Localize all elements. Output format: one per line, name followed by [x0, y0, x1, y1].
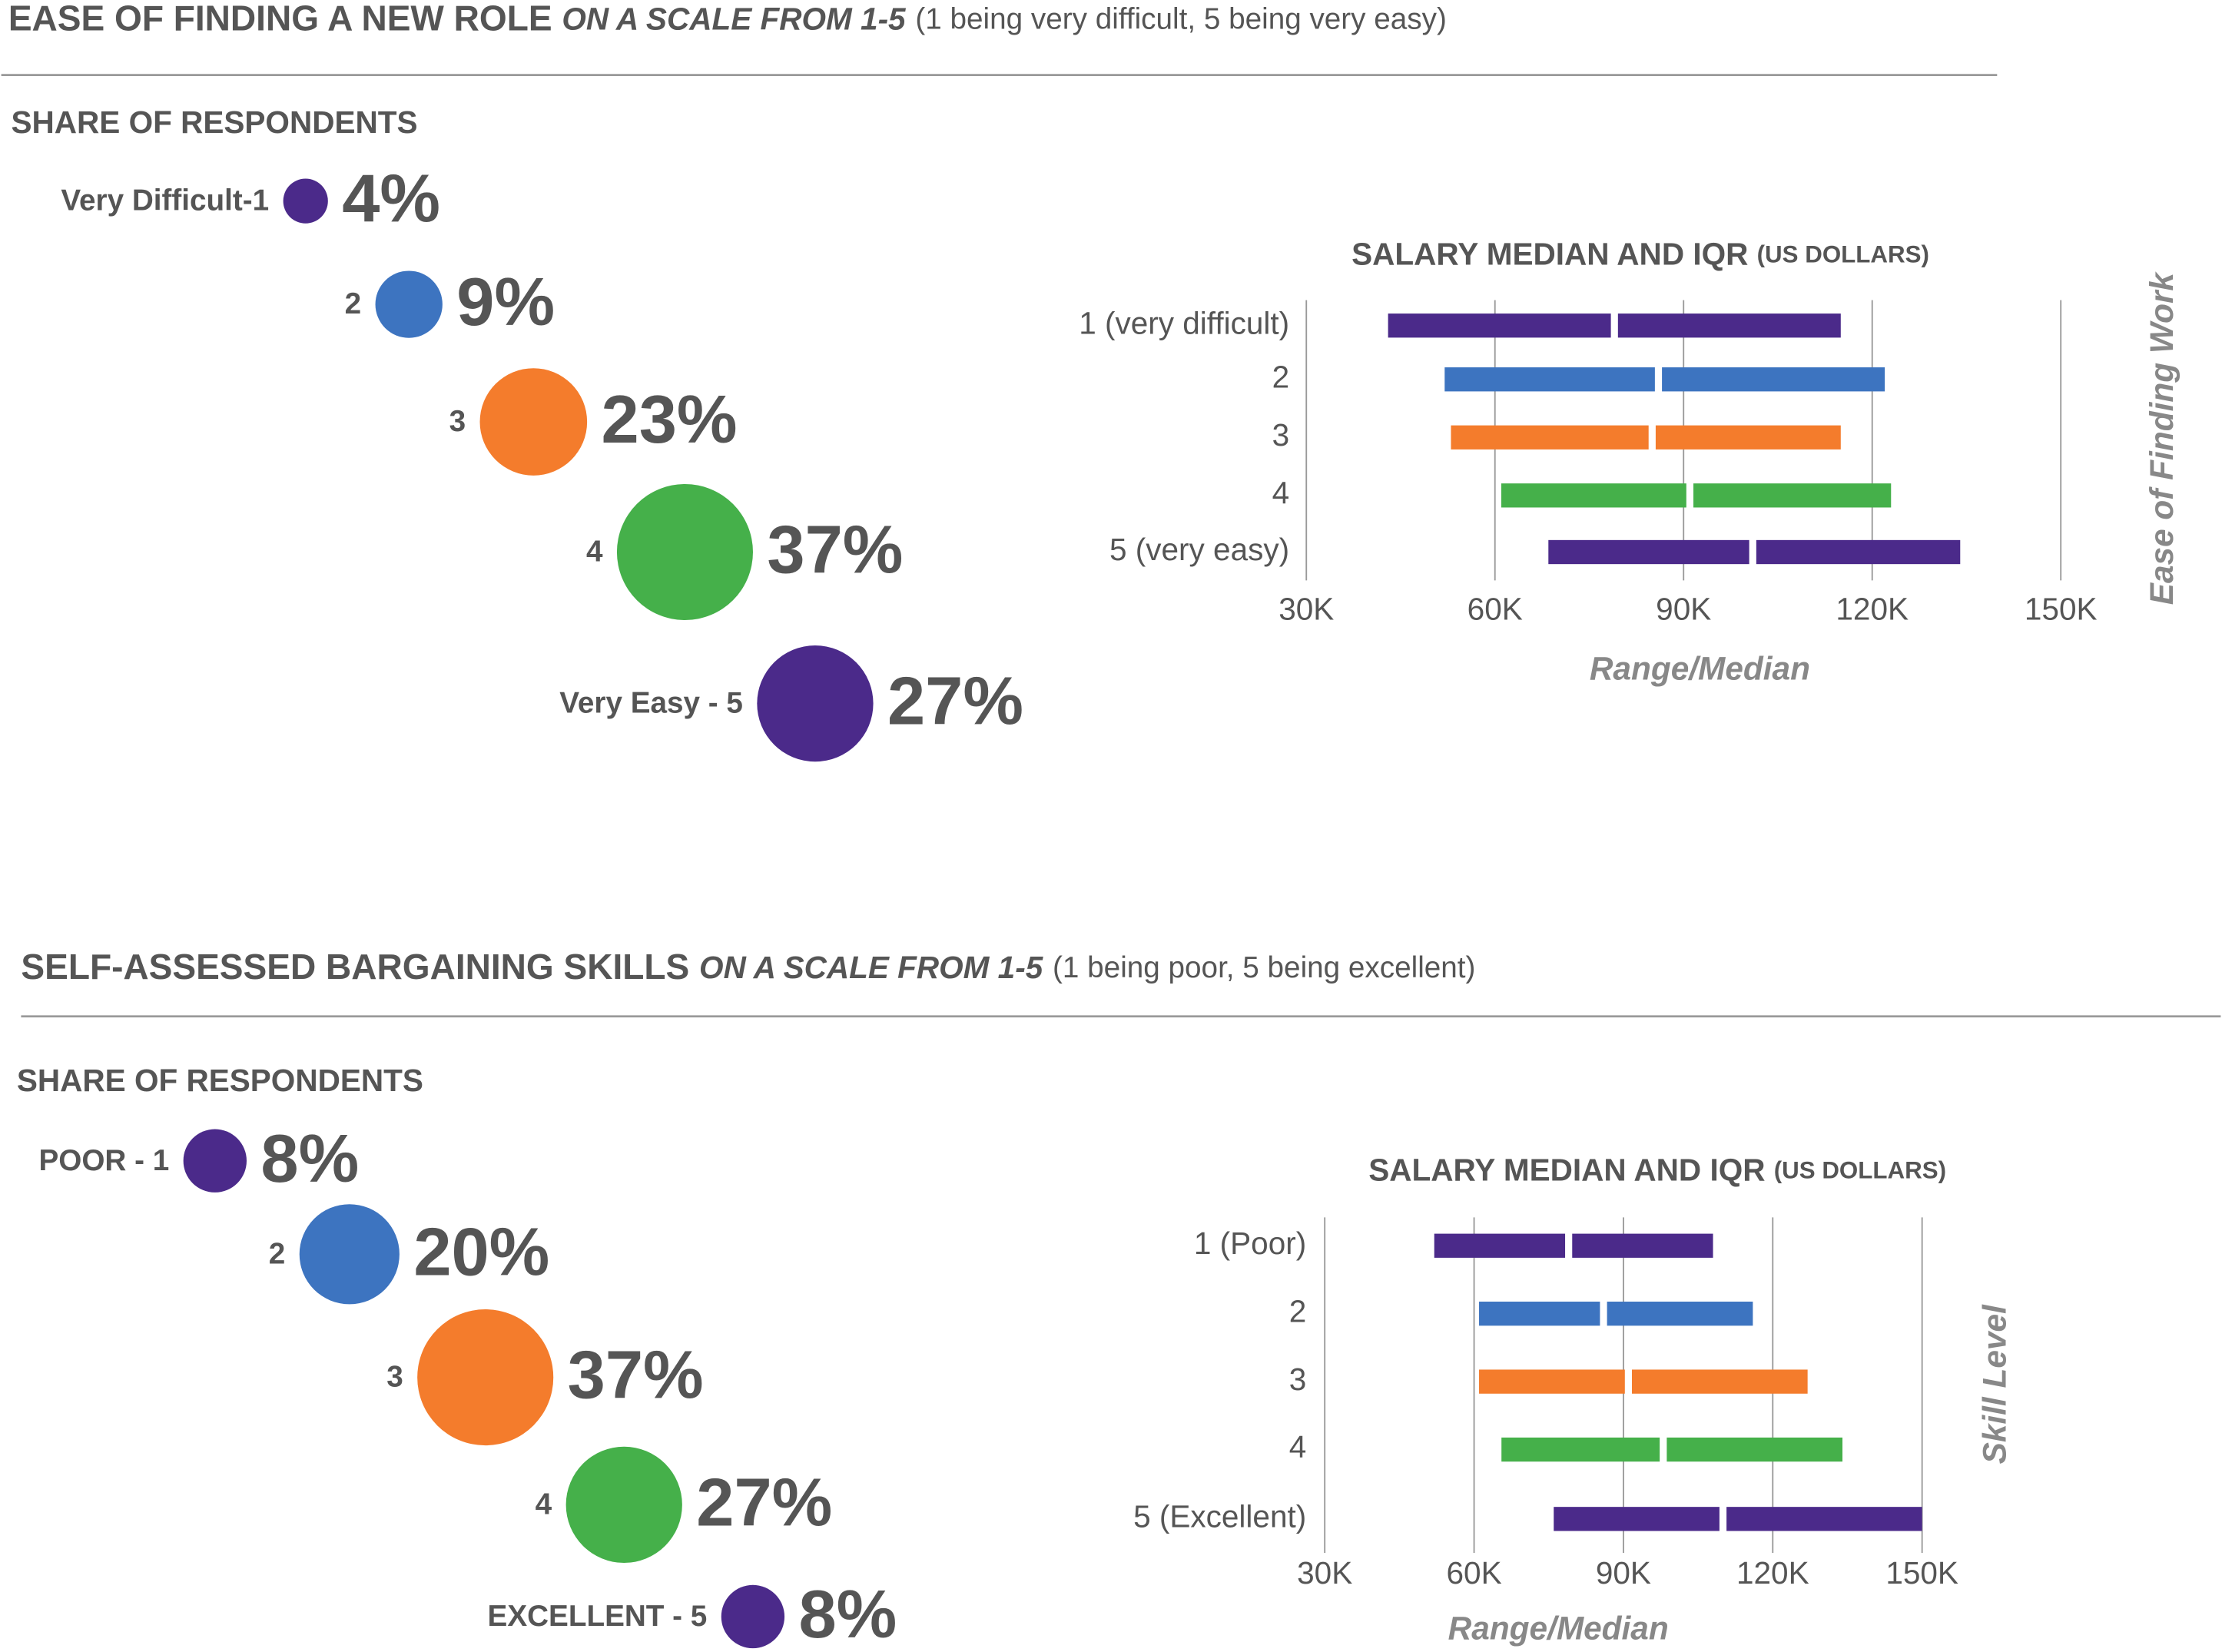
iqr-upper: [1632, 1369, 1808, 1394]
title-scale: ON A SCALE FROM 1-5: [699, 950, 1043, 985]
bubble: [565, 1446, 682, 1564]
chart-heading: SHARE OF RESPONDENTS: [17, 1063, 423, 1098]
iqr-upper: [1726, 1507, 1922, 1531]
x-axis-title: Range/Median: [1590, 650, 1810, 686]
bubble: [183, 1129, 247, 1193]
value-label: 9%: [456, 264, 555, 340]
category-label: 4: [536, 1488, 552, 1521]
title-note: (1 being very difficult, 5 being very ea…: [915, 3, 1446, 36]
x-tick-label: 120K: [1836, 592, 1909, 627]
x-tick-label: 150K: [1885, 1555, 1958, 1591]
iqr-lower: [1444, 367, 1655, 392]
value-label: 23%: [602, 381, 738, 457]
x-tick-label: 120K: [1736, 1555, 1809, 1591]
value-label: 8%: [260, 1120, 359, 1196]
y-tick-label: 5 (Excellent): [1133, 1499, 1306, 1534]
x-tick-label: 150K: [2025, 592, 2098, 627]
bubble: [299, 1204, 400, 1305]
x-tick-label: 60K: [1447, 1555, 1502, 1591]
bubble: [721, 1584, 785, 1649]
chart-heading: SHARE OF RESPONDENTS: [12, 104, 418, 140]
value-label: 20%: [413, 1213, 549, 1289]
y-tick-label: 1 (very difficult): [1079, 305, 1289, 340]
category-label: 2: [269, 1237, 286, 1270]
iqr-upper: [1617, 313, 1841, 338]
iqr-lower: [1501, 1437, 1660, 1462]
category-label: 4: [586, 536, 603, 569]
y-axis-title: Ease of Finding Work: [2144, 271, 2180, 605]
y-tick-label: 3: [1272, 417, 1290, 453]
iqr-lower: [1501, 483, 1686, 508]
iqr-lower: [1479, 1302, 1600, 1326]
title-main: SELF-ASSESSED BARGAINING SKILLS: [21, 947, 689, 987]
category-label: POOR - 1: [38, 1144, 169, 1177]
title-note: (1 being poor, 5 being excellent): [1053, 951, 1475, 984]
iqr-upper: [1666, 1437, 1842, 1462]
title-sub: (US DOLLARS): [1774, 1157, 1946, 1184]
iqr-lower: [1434, 1233, 1566, 1258]
y-tick-label: 2: [1289, 1293, 1307, 1329]
iqr-lower: [1554, 1507, 1720, 1531]
title-main: SALARY MEDIAN AND IQR: [1351, 236, 1748, 271]
section-title: EASE OF FINDING A NEW ROLE ON A SCALE FR…: [8, 0, 1447, 38]
category-label: 3: [386, 1361, 403, 1394]
bubble: [616, 483, 753, 621]
x-tick-label: 30K: [1297, 1555, 1352, 1591]
bubble: [375, 270, 443, 338]
section-title: SELF-ASSESSED BARGAINING SKILLS ON A SCA…: [21, 947, 1475, 987]
x-tick-label: 90K: [1596, 1555, 1651, 1591]
chart-title: SALARY MEDIAN AND IQR (US DOLLARS): [1351, 236, 1929, 271]
bubble: [283, 178, 328, 224]
category-label: Very Difficult-1: [61, 184, 269, 217]
bubble: [757, 645, 874, 762]
iqr-upper: [1572, 1233, 1713, 1258]
iqr-upper: [1655, 425, 1841, 449]
x-tick-label: 60K: [1468, 592, 1523, 627]
title-main: SALARY MEDIAN AND IQR: [1368, 1152, 1765, 1187]
x-tick-label: 30K: [1278, 592, 1334, 627]
y-tick-label: 2: [1272, 359, 1290, 394]
y-tick-label: 4: [1289, 1429, 1307, 1465]
category-label: 3: [449, 405, 466, 438]
iqr-lower: [1479, 1369, 1625, 1394]
iqr-upper: [1607, 1302, 1753, 1326]
chart-title: SALARY MEDIAN AND IQR (US DOLLARS): [1368, 1152, 1946, 1187]
y-tick-label: 1 (Poor): [1194, 1226, 1306, 1261]
title-main: EASE OF FINDING A NEW ROLE: [8, 0, 552, 38]
category-label: 2: [345, 287, 362, 320]
y-tick-label: 3: [1289, 1362, 1307, 1397]
title-sub: (US DOLLARS): [1757, 241, 1929, 268]
x-tick-label: 90K: [1656, 592, 1711, 627]
y-axis-title: Skill Level: [1976, 1304, 2012, 1464]
value-label: 4%: [342, 161, 440, 237]
value-label: 37%: [767, 512, 903, 588]
category-label: EXCELLENT - 5: [488, 1600, 708, 1633]
category-label: Very Easy - 5: [559, 687, 743, 720]
value-label: 37%: [568, 1337, 704, 1413]
iqr-upper: [1693, 483, 1892, 508]
value-label: 8%: [798, 1576, 897, 1652]
title-scale: ON A SCALE FROM 1-5: [562, 1, 906, 36]
bubble: [417, 1309, 554, 1446]
value-label: 27%: [696, 1464, 832, 1540]
iqr-lower: [1451, 425, 1649, 449]
y-tick-label: 5 (very easy): [1109, 532, 1289, 567]
value-label: 27%: [887, 663, 1023, 739]
iqr-upper: [1756, 539, 1961, 565]
iqr-lower: [1548, 539, 1749, 565]
iqr-upper: [1662, 367, 1885, 392]
bubble: [479, 368, 588, 476]
iqr-lower: [1388, 313, 1611, 338]
y-tick-label: 4: [1272, 476, 1290, 511]
x-axis-title: Range/Median: [1448, 1611, 1669, 1647]
